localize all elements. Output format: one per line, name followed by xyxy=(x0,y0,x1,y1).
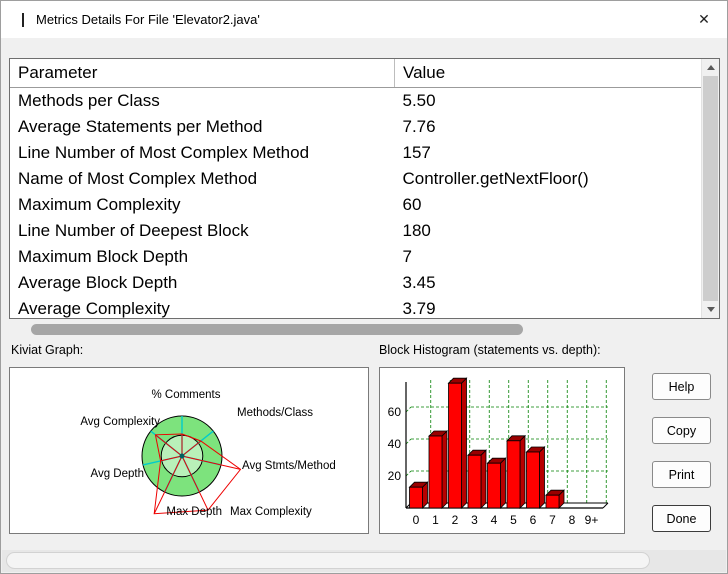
column-header-parameter[interactable]: Parameter xyxy=(10,59,395,88)
dialog-icon xyxy=(22,12,24,27)
value-cell: 3.45 xyxy=(402,273,436,292)
svg-text:7: 7 xyxy=(549,513,556,527)
parameter-cell: Methods per Class xyxy=(18,91,160,110)
value-cell: Controller.getNextFloor() xyxy=(402,169,589,188)
value-cell: 157 xyxy=(402,143,431,162)
histogram-svg: 20 40 60 0 1 2 3 4 5 6 7 8 9+ xyxy=(388,377,609,527)
window-scrollbar-thumb[interactable] xyxy=(6,552,650,569)
value-cell: 7 xyxy=(402,247,412,266)
value-cell: 60 xyxy=(402,195,422,214)
value-cell: 7.76 xyxy=(402,117,436,136)
table-row[interactable]: Name of Most Complex Method Controller.ge… xyxy=(10,166,702,192)
scroll-down-icon xyxy=(706,307,715,312)
svg-text:Avg Complexity: Avg Complexity xyxy=(80,416,160,428)
parameter-cell: Average Complexity xyxy=(18,299,170,318)
svg-text:Methods/Class: Methods/Class xyxy=(237,407,313,419)
table-row[interactable]: Methods per Class 5.50 xyxy=(10,88,702,115)
svg-text:4: 4 xyxy=(491,513,498,527)
svg-text:2: 2 xyxy=(452,513,459,527)
close-icon: ✕ xyxy=(698,10,710,27)
svg-text:6: 6 xyxy=(530,513,537,527)
print-button[interactable]: Print xyxy=(652,461,711,488)
metrics-table-panel: Parameter Value Methods per Class 5.50 Ave… xyxy=(9,58,720,319)
scroll-down-button[interactable] xyxy=(702,301,719,318)
metrics-table: Parameter Value Methods per Class 5.50 Ave… xyxy=(10,59,702,318)
parameter-cell: Maximum Complexity xyxy=(18,195,181,214)
done-button[interactable]: Done xyxy=(652,505,711,532)
vertical-scrollbar-thumb[interactable] xyxy=(703,76,718,301)
parameter-cell: Maximum Block Depth xyxy=(18,247,189,266)
table-row[interactable]: Maximum Block Depth 7 xyxy=(10,244,702,270)
svg-text:5: 5 xyxy=(510,513,517,527)
block-histogram-label: Block Histogram (statements vs. depth): xyxy=(379,343,601,357)
parameter-cell: Line Number of Deepest Block xyxy=(18,221,249,240)
svg-text:Avg Stmts/Method: Avg Stmts/Method xyxy=(242,460,336,472)
metrics-table-body: Methods per Class 5.50 Average Statements … xyxy=(10,88,702,318)
table-row[interactable]: Average Block Depth 3.45 xyxy=(10,270,702,296)
title-bar: Metrics Details For File 'Elevator2.java… xyxy=(1,1,727,38)
table-row[interactable]: Average Statements per Method 7.76 xyxy=(10,114,702,140)
window-horizontal-scrollbar[interactable] xyxy=(2,550,726,572)
table-vertical-scrollbar[interactable] xyxy=(701,59,719,318)
scroll-up-button[interactable] xyxy=(702,59,719,76)
svg-text:60: 60 xyxy=(388,405,402,419)
value-cell: 3.79 xyxy=(402,299,436,318)
svg-text:3: 3 xyxy=(471,513,478,527)
svg-text:1: 1 xyxy=(432,513,439,527)
table-header-row: Parameter Value xyxy=(10,59,702,88)
kiviat-graph-panel: % Comments Methods/Class Avg Stmts/Method M… xyxy=(9,367,369,534)
svg-text:40: 40 xyxy=(388,437,402,451)
parameter-cell: Average Block Depth xyxy=(18,273,178,292)
column-header-value[interactable]: Value xyxy=(394,59,702,88)
copy-button[interactable]: Copy xyxy=(652,417,711,444)
scroll-up-icon xyxy=(706,65,715,70)
svg-text:8: 8 xyxy=(569,513,576,527)
table-row[interactable]: Line Number of Deepest Block 180 xyxy=(10,218,702,244)
table-horizontal-scrollbar[interactable] xyxy=(9,322,703,337)
value-cell: 5.50 xyxy=(402,91,436,110)
svg-text:0: 0 xyxy=(413,513,420,527)
parameter-cell: Average Statements per Method xyxy=(18,117,263,136)
svg-text:Avg Depth: Avg Depth xyxy=(91,468,145,480)
svg-text:9+: 9+ xyxy=(585,513,599,527)
block-histogram-panel: 20 40 60 0 1 2 3 4 5 6 7 8 9+ xyxy=(379,367,625,534)
table-row[interactable]: Line Number of Most Complex Method 157 xyxy=(10,140,702,166)
help-button[interactable]: Help xyxy=(652,373,711,400)
close-button[interactable]: ✕ xyxy=(681,1,727,37)
svg-text:20: 20 xyxy=(388,469,402,483)
parameter-cell: Name of Most Complex Method xyxy=(18,169,258,188)
kiviat-graph-svg: % Comments Methods/Class Avg Stmts/Method M… xyxy=(80,389,336,518)
window-title: Metrics Details For File 'Elevator2.java… xyxy=(36,12,260,27)
parameter-cell: Line Number of Most Complex Method xyxy=(18,143,310,162)
svg-text:Max Depth: Max Depth xyxy=(166,506,222,518)
kiviat-graph-label: Kiviat Graph: xyxy=(11,343,84,357)
table-row[interactable]: Maximum Complexity 60 xyxy=(10,192,702,218)
horizontal-scrollbar-thumb[interactable] xyxy=(31,324,523,335)
value-cell: 180 xyxy=(402,221,431,240)
svg-text:% Comments: % Comments xyxy=(151,389,220,401)
table-row[interactable]: Average Complexity 3.79 xyxy=(10,296,702,318)
svg-text:Max Complexity: Max Complexity xyxy=(230,506,312,518)
